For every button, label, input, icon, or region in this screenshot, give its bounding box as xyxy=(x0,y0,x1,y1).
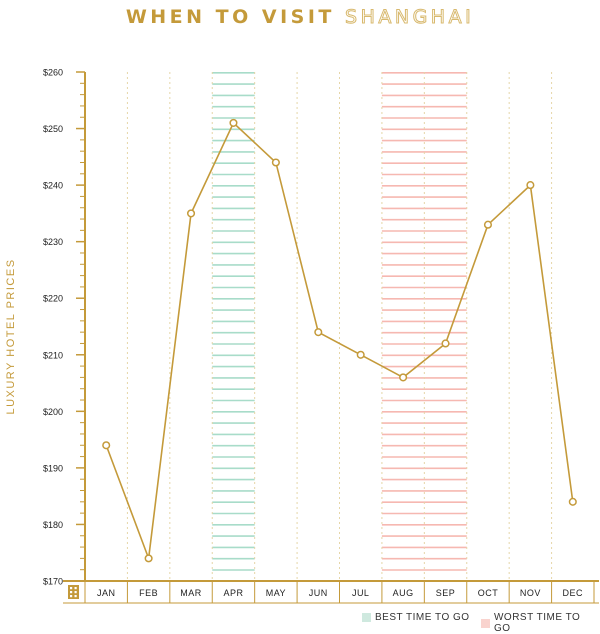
x-tick-label: MAY xyxy=(266,588,286,598)
title-part1: WHEN TO VISIT xyxy=(125,6,335,28)
data-point xyxy=(144,554,153,563)
data-point xyxy=(356,350,365,359)
building-body xyxy=(68,585,79,599)
data-point xyxy=(102,441,111,450)
building-window xyxy=(70,587,73,590)
y-tick-label: $210 xyxy=(43,350,63,360)
x-tick-label: JUL xyxy=(352,588,370,598)
data-point xyxy=(568,497,577,506)
y-tick-label: $240 xyxy=(43,181,63,191)
y-tick-label: $170 xyxy=(43,577,63,587)
data-point xyxy=(399,373,408,382)
legend-worst-label: WORST TIME TO GO xyxy=(493,612,581,634)
y-tick-label: $180 xyxy=(43,520,63,530)
legend-best-swatch xyxy=(362,613,371,622)
y-tick-label: $260 xyxy=(43,68,63,78)
x-tick-label: JUN xyxy=(309,588,328,598)
x-tick-label: NOV xyxy=(520,588,541,598)
chart-title: WHEN TO VISIT SHANGHAI xyxy=(0,6,600,29)
data-point xyxy=(314,328,323,337)
legend-best: BEST TIME TO GO xyxy=(362,612,470,623)
data-point xyxy=(483,220,493,229)
y-tick-label: $250 xyxy=(43,124,63,134)
y-axis-label: LUXURY HOTEL PRICES xyxy=(5,258,17,414)
data-point xyxy=(441,339,450,348)
y-tick-label: $220 xyxy=(43,294,63,304)
building-window xyxy=(70,595,73,598)
building-window xyxy=(74,591,77,594)
title-part2: SHANGHAI xyxy=(345,6,475,29)
x-tick-label: SEP xyxy=(436,588,456,598)
building-window xyxy=(74,595,77,598)
x-tick-label: FEB xyxy=(139,588,158,598)
legend-worst: WORST TIME TO GO xyxy=(481,612,600,634)
x-tick-label: DEC xyxy=(563,588,584,598)
best-time-band xyxy=(212,72,255,571)
x-tick-label: OCT xyxy=(478,588,499,598)
series-line xyxy=(105,121,574,559)
building-icon xyxy=(68,585,79,599)
x-tick-label: JAN xyxy=(97,588,116,598)
legend-best-label: BEST TIME TO GO xyxy=(375,612,470,623)
building-window xyxy=(70,591,73,594)
y-tick-label: $190 xyxy=(43,463,63,473)
data-point xyxy=(186,209,196,218)
data-point xyxy=(229,118,238,127)
legend-worst-swatch xyxy=(481,618,490,628)
x-tick-label: APR xyxy=(223,588,243,598)
building-window xyxy=(74,587,77,590)
x-tick-label: AUG xyxy=(393,588,414,598)
y-tick-label: $200 xyxy=(43,407,63,417)
x-tick-label: MAR xyxy=(180,588,202,598)
data-point xyxy=(526,181,535,190)
y-tick-label: $230 xyxy=(43,237,63,247)
data-point xyxy=(271,158,280,167)
